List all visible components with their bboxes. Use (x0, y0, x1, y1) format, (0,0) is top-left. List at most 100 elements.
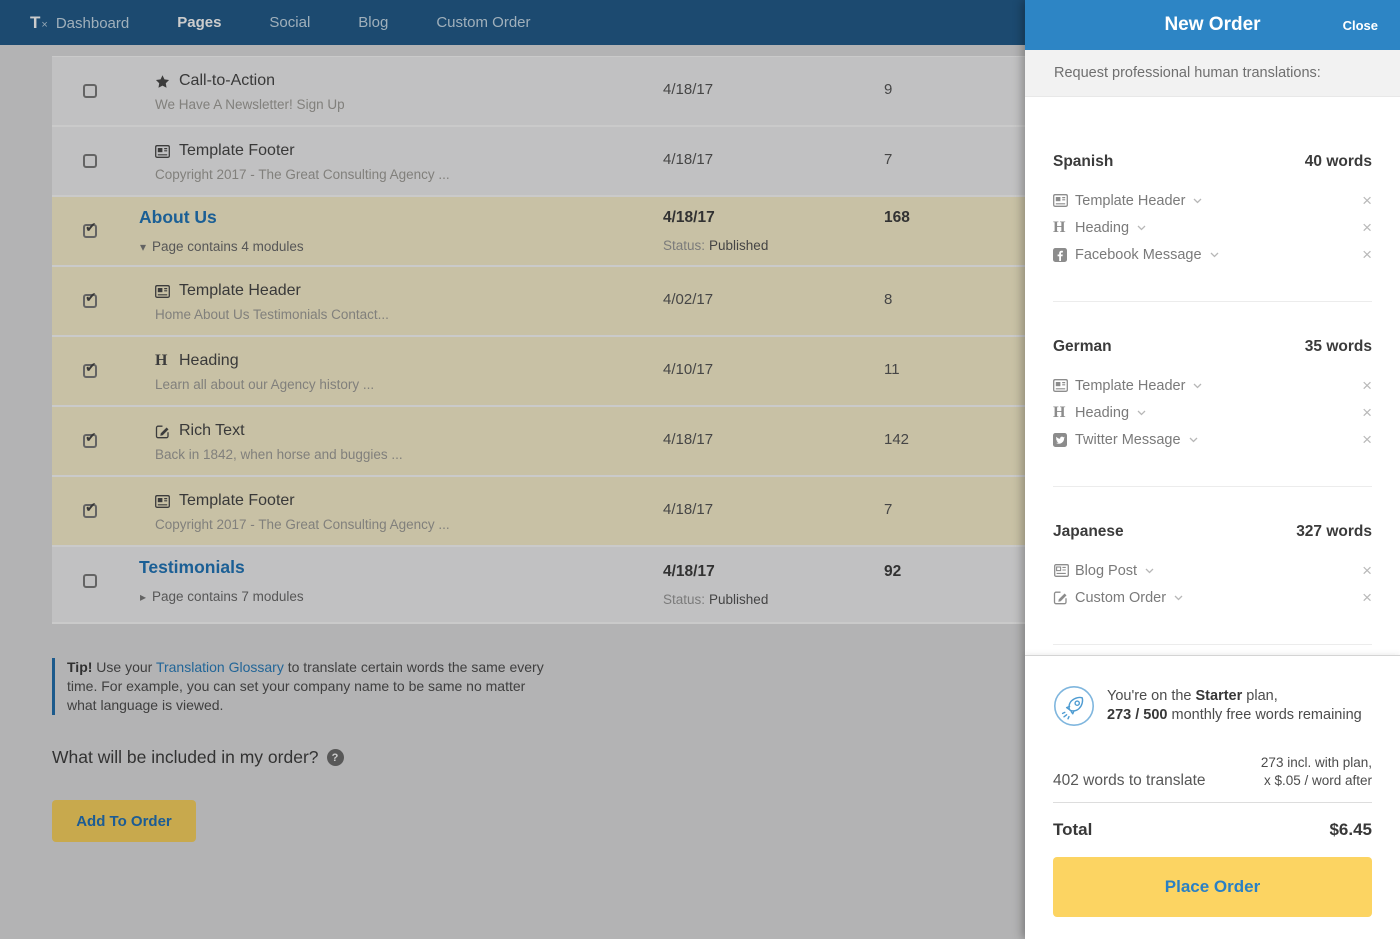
twitter-icon (1053, 432, 1075, 447)
chevron-down-icon[interactable] (1193, 198, 1202, 204)
language-word-count: 35 words (1304, 338, 1372, 355)
module-title-row: H Heading (155, 352, 239, 370)
tip-box: Tip! Use your Translation Glossary to tr… (52, 658, 554, 715)
nav-item-pages[interactable]: Pages (177, 13, 222, 31)
row-word-count: 9 (884, 81, 893, 98)
module-title-row: Template Footer (155, 142, 295, 160)
remove-item-icon[interactable]: × (1362, 218, 1372, 237)
language-section-japanese: Japanese 327 words Blog Post × Custom Order × (1053, 487, 1372, 645)
remove-item-icon[interactable]: × (1362, 191, 1372, 210)
module-title: Template Footer (179, 492, 295, 509)
module-subtitle: Learn all about our Agency history ... (155, 377, 375, 392)
nav-item-blog[interactable]: Blog (358, 13, 389, 31)
order-item: Facebook Message × (1053, 241, 1372, 268)
page-title-link[interactable]: About Us (139, 207, 217, 227)
row-checkbox[interactable]: ✔ (83, 359, 97, 378)
module-title-row: Template Header (155, 282, 301, 300)
row-checkbox[interactable]: ✔ (83, 219, 97, 238)
check-icon: ✔ (85, 429, 97, 445)
page-meta: ▾ Page contains 4 modules (140, 239, 304, 254)
remove-item-icon[interactable]: × (1362, 376, 1372, 395)
words-to-translate: 402 words to translate (1053, 772, 1206, 789)
order-item: Template Header × (1053, 372, 1372, 399)
row-checkbox[interactable] (83, 84, 97, 98)
plan-info: You're on the Starter plan, 273 / 500 mo… (1053, 685, 1372, 732)
order-item: Blog Post × (1053, 557, 1372, 584)
order-item-label: Template Header (1075, 377, 1186, 394)
page-meta: ▸ Page contains 7 modules (140, 589, 304, 604)
remove-item-icon[interactable]: × (1362, 430, 1372, 449)
close-button[interactable]: Close (1342, 18, 1378, 33)
row-date: 4/18/17 (663, 81, 714, 98)
row-date: 4/18/17 (663, 151, 714, 168)
order-item-label: Twitter Message (1075, 431, 1181, 448)
chevron-down-icon[interactable] (1174, 595, 1183, 601)
divider (1053, 486, 1372, 487)
panel-title: New Order (1164, 14, 1261, 35)
plan-text: You're on the Starter plan, 273 / 500 mo… (1107, 685, 1362, 732)
row-checkbox[interactable] (83, 574, 97, 588)
module-title-row: Template Footer (155, 492, 295, 510)
row-checkbox[interactable]: ✔ (83, 429, 97, 448)
tx-logo[interactable]: T × Dashboard (30, 13, 129, 33)
chevron-down-icon[interactable] (1137, 225, 1146, 231)
chevron-down-icon[interactable] (1210, 252, 1219, 258)
collapse-icon[interactable]: ▾ (140, 240, 147, 254)
nav-item-custom-order[interactable]: Custom Order (436, 13, 531, 31)
check-icon: ✔ (85, 359, 97, 375)
star-icon (155, 74, 179, 89)
place-order-button[interactable]: Place Order (1053, 857, 1372, 917)
tx-logo-x: × (41, 18, 48, 31)
language-name: Japanese (1053, 523, 1124, 540)
nav-item-dashboard[interactable]: Dashboard (55, 14, 130, 32)
remove-item-icon[interactable]: × (1362, 403, 1372, 422)
remove-item-icon[interactable]: × (1362, 588, 1372, 607)
row-date: 4/18/17 (663, 209, 715, 226)
divider (1053, 644, 1372, 645)
row-checkbox[interactable]: ✔ (83, 499, 97, 518)
order-languages: Spanish 40 words Template Header × H Heading ×… (1025, 97, 1400, 645)
row-word-count: 7 (884, 501, 893, 518)
nav-item-social[interactable]: Social (269, 13, 311, 31)
plan-words-remaining: 273 / 500 (1107, 707, 1168, 723)
blog-icon (1053, 564, 1075, 577)
rocket-icon (1053, 685, 1095, 732)
order-summary: You're on the Starter plan, 273 / 500 mo… (1025, 655, 1400, 939)
order-question-heading: What will be included in my order? ? (52, 747, 344, 768)
facebook-icon (1053, 247, 1075, 262)
expand-icon[interactable]: ▸ (140, 590, 147, 604)
chevron-down-icon[interactable] (1189, 437, 1198, 443)
row-word-count: 7 (884, 151, 893, 168)
row-date: 4/02/17 (663, 291, 714, 308)
row-word-count: 92 (884, 563, 902, 580)
chevron-down-icon[interactable] (1145, 568, 1154, 574)
chevron-down-icon[interactable] (1193, 383, 1202, 389)
language-name: Spanish (1053, 153, 1114, 170)
page-title-link[interactable]: Testimonials (139, 557, 245, 577)
tip-text-post: to translate certain words the same ever… (67, 659, 544, 713)
order-item: Template Header × (1053, 187, 1372, 214)
language-section-spanish: Spanish 40 words Template Header × H Heading ×… (1053, 107, 1372, 302)
remove-item-icon[interactable]: × (1362, 245, 1372, 264)
chevron-down-icon[interactable] (1137, 410, 1146, 416)
status-label: Status: (663, 238, 706, 253)
pricing-note: 273 incl. with plan, x $.05 / word after (1261, 754, 1372, 790)
module-title: Template Footer (179, 142, 295, 159)
remove-item-icon[interactable]: × (1362, 561, 1372, 580)
add-to-order-button[interactable]: Add To Order (52, 800, 196, 842)
check-icon: ✔ (85, 499, 97, 515)
module-title: Template Header (179, 282, 301, 299)
divider (1053, 802, 1372, 803)
order-item-label: Heading (1075, 404, 1130, 421)
translation-glossary-link[interactable]: Translation Glossary (155, 659, 284, 675)
panel-subtitle: Request professional human translations: (1025, 50, 1400, 97)
row-checkbox[interactable]: ✔ (83, 289, 97, 308)
tip-text-pre: Use your (92, 659, 156, 675)
row-checkbox[interactable] (83, 154, 97, 168)
order-item: Twitter Message × (1053, 426, 1372, 453)
total-label: Total (1053, 820, 1093, 839)
pricing-note-line1: 273 incl. with plan, (1260, 755, 1372, 770)
row-word-count: 11 (884, 361, 900, 378)
help-icon[interactable]: ? (326, 749, 344, 766)
